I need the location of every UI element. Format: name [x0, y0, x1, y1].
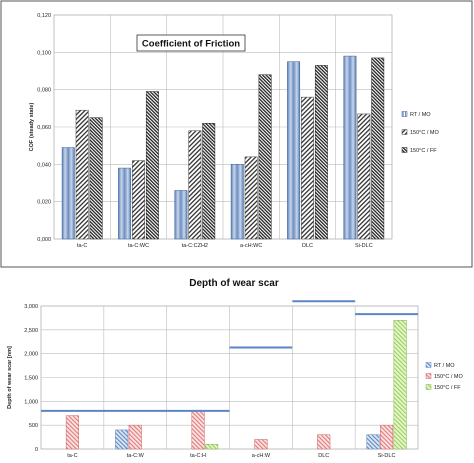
y-tick-label: 3,000 [24, 304, 38, 310]
y-tick-label: 0,040 [37, 162, 51, 168]
chart-title: Coefficient of Friction [142, 39, 240, 50]
bar-ta-c-w-series-2 [128, 424, 142, 450]
bar-dlc-series-1 [287, 61, 301, 240]
x-tick-label: a-cH:WC [240, 243, 262, 249]
bar-ta-c-wc-series-1 [118, 167, 132, 240]
x-tick-label: ta-C:CZH2 [182, 243, 208, 249]
y-tick-label: 0 [35, 447, 38, 453]
legend-label: 150°C / MO [434, 374, 464, 380]
cof-chart: 0,000 0,020 0,040 0,060 0,080 0,100 0,120 ta-C t… [29, 13, 440, 249]
y-tick-label: 0,120 [37, 13, 51, 19]
legend-label: RT / MO [410, 112, 431, 118]
legend-swatch [401, 129, 408, 135]
bar-dlc-series-3 [314, 65, 328, 240]
x-tick-label: ta-C [67, 453, 77, 459]
bar-a-ch-wc-series-1 [230, 164, 244, 240]
y-tick-label: 0,080 [37, 88, 51, 94]
bar-ta-c-wc-series-2 [132, 160, 145, 240]
bar-ta-c-czh2-series-1 [174, 190, 188, 240]
bar-si-dlc-series-1 [343, 55, 357, 240]
x-tick-label: Si-DLC [378, 453, 396, 459]
bar-dlc-series-2 [317, 434, 331, 450]
bar-dlc-series-2 [301, 96, 314, 240]
x-tick-label: DLC [302, 243, 313, 249]
y-tick-label: 0,100 [37, 50, 51, 56]
y-axis-label: COF (steady state) [29, 103, 35, 152]
bar-ta-c-czh2-series-2 [188, 130, 202, 240]
y-tick-label: 0,060 [37, 125, 51, 131]
legend-label: RT / MO [434, 363, 455, 369]
y-tick-label: 500 [29, 423, 38, 429]
legend-swatch [401, 111, 408, 117]
legend-label: 150°C / FF [410, 148, 437, 154]
bar-a-ch-wc-series-2 [244, 156, 258, 240]
bar-a-ch-w-series-2 [254, 439, 268, 450]
legend-swatch [425, 362, 432, 368]
bar-ta-c-series-2 [65, 415, 79, 450]
y-tick-label: 1,500 [24, 376, 38, 382]
x-tick-label: ta-C [77, 243, 87, 249]
y-tick-label: 1,000 [24, 399, 38, 405]
bar-ta-c-wc-series-3 [145, 91, 159, 240]
y-tick-label: 0,020 [37, 200, 51, 206]
chart-title: Depth of wear scar [189, 278, 279, 289]
bar-ta-c-czh2-series-3 [202, 123, 216, 240]
legend-label: 150°C / MO [410, 130, 440, 136]
bar-si-dlc-series-3 [393, 320, 407, 450]
legend-swatch [425, 384, 432, 390]
x-tick-label: ta-C:H [190, 453, 206, 459]
bar-ta-c-series-1 [61, 147, 75, 240]
bar-ta-c-series-2 [75, 109, 89, 240]
y-tick-label: 0,000 [37, 237, 51, 243]
x-tick-label: ta-C:W [127, 453, 145, 459]
y-axis-label: Depth of wear scar [nm] [7, 346, 13, 409]
legend-swatch [401, 147, 408, 153]
y-tick-label: 2,500 [24, 328, 38, 334]
legend-swatch [425, 373, 432, 379]
x-tick-label: a-cH:W [252, 453, 271, 459]
bar-si-dlc-series-2 [357, 113, 371, 240]
y-tick-label: 2,000 [24, 352, 38, 358]
wear-chart: Depth of wear scar 0 500 1,000 1,500 2,000 2,5… [7, 278, 464, 459]
bar-ta-c-w-series-1 [115, 429, 129, 450]
x-tick-label: Si-DLC [355, 243, 373, 249]
bar-si-dlc-series-3 [371, 57, 385, 240]
bar-a-ch-wc-series-3 [258, 74, 272, 240]
legend-label: 150°C / FF [434, 385, 461, 391]
x-tick-label: ta-C:WC [128, 243, 149, 249]
bar-si-dlc-series-1 [366, 434, 380, 450]
chart-title-box [136, 34, 246, 52]
bar-ta-c-h-series-2 [191, 410, 205, 450]
bar-ta-c-series-3 [89, 117, 103, 240]
bar-ta-c-h-series-3 [205, 443, 219, 450]
x-tick-label: DLC [318, 453, 329, 459]
bar-si-dlc-series-2 [380, 424, 394, 450]
